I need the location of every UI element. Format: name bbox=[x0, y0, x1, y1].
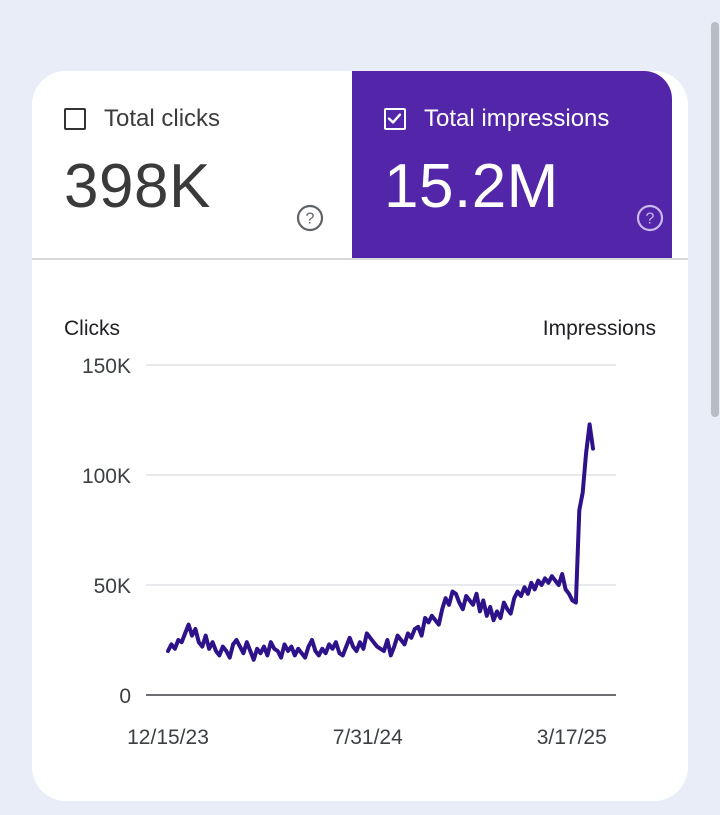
x-tick-label: 3/17/25 bbox=[537, 726, 607, 749]
svg-text:?: ? bbox=[646, 211, 655, 228]
total-impressions-value: 15.2M bbox=[384, 152, 559, 221]
impressions-checkbox[interactable] bbox=[384, 108, 406, 130]
total-clicks-label: Total clicks bbox=[104, 105, 221, 132]
help-icon[interactable]: ? bbox=[296, 204, 324, 232]
y-tick-label: 50K bbox=[94, 575, 131, 598]
y-tick-label: 150K bbox=[82, 355, 131, 378]
left-axis-label: Clicks bbox=[64, 317, 120, 340]
total-clicks-tile[interactable]: Total clicks 398K ? bbox=[32, 71, 352, 258]
x-tick-label: 7/31/24 bbox=[333, 726, 403, 749]
check-icon bbox=[387, 113, 402, 124]
performance-card: Total clicks 398K ? Total impressions 15… bbox=[32, 71, 688, 801]
impressions-chart: Clicks Impressions 150K 100K 50K 0 12/15/23… bbox=[64, 317, 656, 749]
scrollbar[interactable] bbox=[711, 22, 719, 417]
total-clicks-value: 398K bbox=[64, 152, 211, 221]
y-tick-label: 0 bbox=[119, 685, 131, 708]
divider bbox=[32, 258, 688, 260]
x-tick-label: 12/15/23 bbox=[127, 726, 209, 749]
help-icon[interactable]: ? bbox=[636, 204, 664, 232]
impressions-series-line bbox=[166, 422, 595, 662]
total-impressions-label: Total impressions bbox=[424, 105, 610, 132]
total-impressions-tile[interactable]: Total impressions 15.2M ? bbox=[352, 71, 672, 258]
y-tick-label: 100K bbox=[82, 465, 131, 488]
right-axis-label: Impressions bbox=[543, 317, 656, 340]
svg-text:?: ? bbox=[306, 211, 315, 228]
clicks-checkbox[interactable] bbox=[64, 108, 86, 130]
